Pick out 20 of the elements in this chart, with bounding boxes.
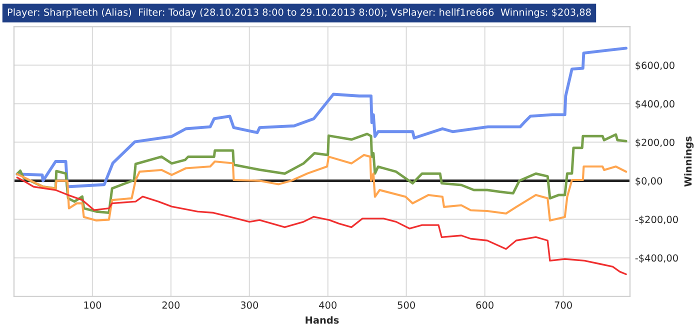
x-tick-label: 200 [162,301,180,309]
y-tick-label: $0,00 [636,177,662,186]
y-tick-label: -$200,00 [635,216,678,224]
y-tick-label: -$400,00 [635,254,678,263]
x-tick-label: 100 [84,301,102,309]
y-tick-label: $600,00 [636,61,674,70]
line-series [16,132,628,214]
x-tick-label: 700 [554,301,572,309]
line-series [16,46,628,188]
x-tick-label: 400 [319,301,337,309]
x-tick-label: 500 [398,301,415,309]
y-tick-label: $200,00 [636,138,674,148]
x-axis-title: Hands [306,316,339,324]
y-tick-label: $400,00 [636,100,674,109]
line-series [16,154,628,222]
chart-title: Player: SharpTeeth (Alias) Filter: Today (28.10.2013 8:00 to 29.10.2013 8:00); VsPlayer: hellf1re666 Winnings: $203,88 [8,8,591,18]
line-series [16,176,627,276]
x-tick-label: 600 [476,301,494,309]
y-axis-title: Winnings [684,136,694,187]
x-tick-label: 300 [240,301,258,309]
